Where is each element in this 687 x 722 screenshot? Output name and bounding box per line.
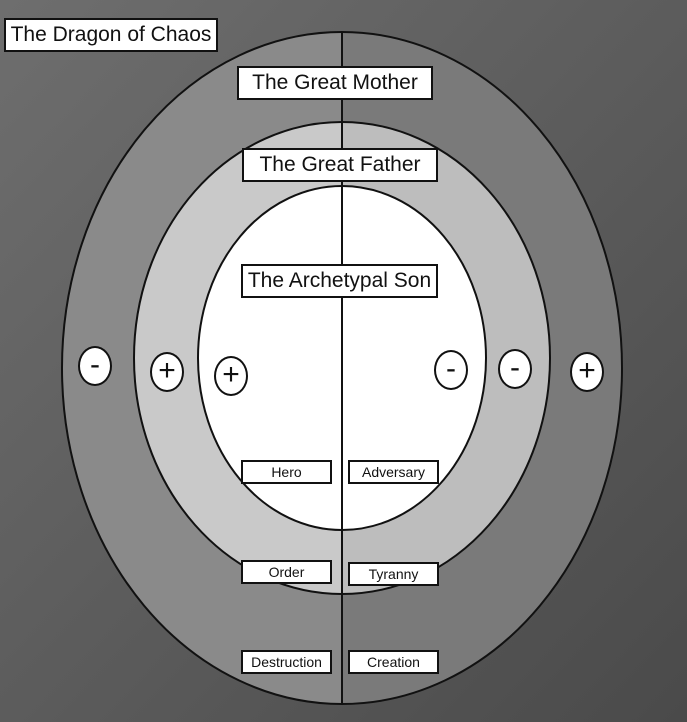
- middle-ring-label: The Great Father: [242, 148, 438, 182]
- adversary-label: Adversary: [348, 460, 439, 484]
- creation-label: Creation: [348, 650, 439, 674]
- hero-label: Hero: [241, 460, 332, 484]
- inner-ring-label: The Archetypal Son: [241, 264, 438, 298]
- outer-left-minus-sign: -: [78, 346, 112, 386]
- middle-right-minus-sign: -: [498, 349, 532, 389]
- tyranny-label: Tyranny: [348, 562, 439, 586]
- destruction-label: Destruction: [241, 650, 332, 674]
- middle-left-plus-sign: +: [150, 352, 184, 392]
- order-label: Order: [241, 560, 332, 584]
- inner-left-plus-sign: +: [214, 356, 248, 396]
- outer-ring-label: The Great Mother: [237, 66, 433, 100]
- outer-right-plus-sign: +: [570, 352, 604, 392]
- diagram-title: The Dragon of Chaos: [4, 18, 218, 52]
- inner-right-minus-sign: -: [434, 350, 468, 390]
